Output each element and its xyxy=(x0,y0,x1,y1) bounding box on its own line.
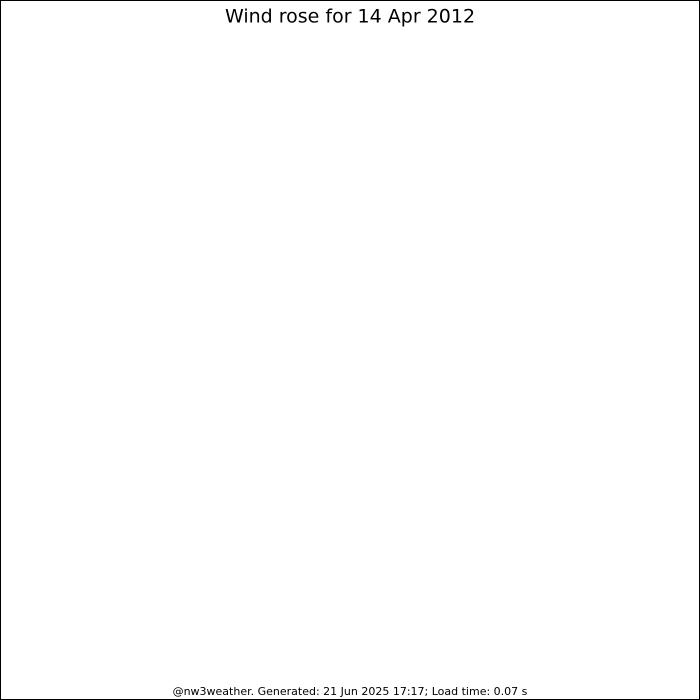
chart-title: Wind rose for 14 Apr 2012 xyxy=(225,6,475,28)
footer: @nw3weather. Generated: 21 Jun 2025 17:1… xyxy=(173,685,528,698)
